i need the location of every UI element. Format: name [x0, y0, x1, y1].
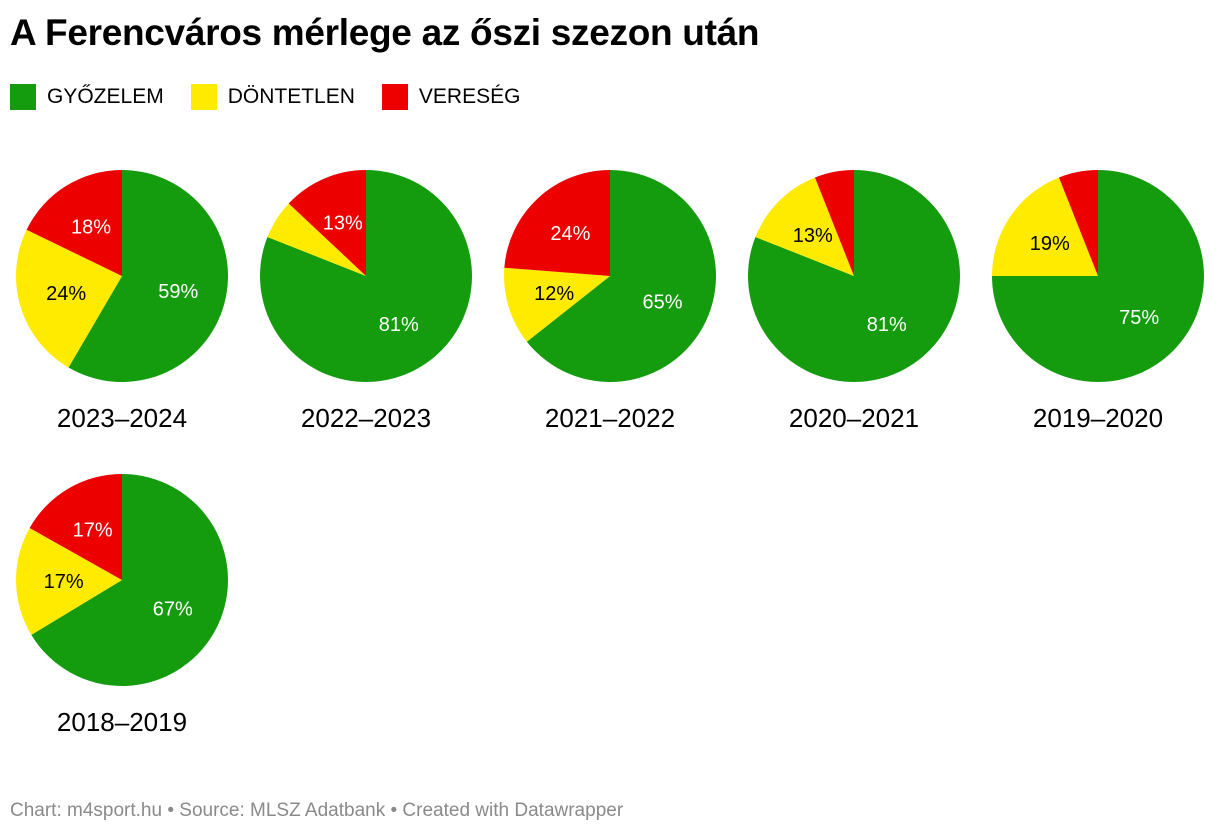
season-label: 2022–2023 [301, 403, 431, 433]
pie-slice-loss [26, 170, 123, 276]
pie-slice-win [526, 170, 716, 382]
pie-slice-loss [1058, 170, 1098, 276]
pie-slice-draw [16, 527, 122, 635]
legend-label-draw: DÖNTETLEN [227, 85, 355, 108]
legend-item-win: GYŐZELEM [10, 84, 164, 110]
pie-2021–2022: 65% 12% 24% 2021–2022 [503, 170, 716, 433]
slice-label-win: 67% [153, 599, 193, 621]
slice-label-draw: 24% [46, 283, 86, 305]
legend: GYŐZELEM DÖNTETLEN VERESÉG [10, 82, 547, 112]
slice-label-loss: 17% [73, 520, 113, 542]
pie-slice-draw [267, 203, 366, 276]
legend-label-win: GYŐZELEM [47, 85, 164, 108]
legend-swatch-draw [190, 84, 217, 110]
pie-slice-draw [992, 177, 1098, 276]
pie-2023–2024: 59% 24% 18% 2023–2024 [16, 170, 228, 433]
pie-2018–2019: 67% 17% 17% 2018–2019 [16, 474, 229, 737]
season-label: 2023–2024 [57, 403, 187, 433]
legend-item-loss: VERESÉG [381, 84, 521, 110]
slice-label-loss: 13% [323, 213, 363, 235]
season-label: 2020–2021 [789, 403, 919, 433]
chart-title: A Ferencváros mérlege az őszi szezon utá… [10, 12, 760, 53]
slice-label-win: 59% [158, 281, 198, 303]
slice-label-win: 75% [1119, 307, 1159, 329]
pie-slice-win [259, 170, 472, 383]
pie-slice-loss [29, 474, 122, 580]
pie-2019–2020: 75% 19% 2019–2020 [992, 170, 1204, 433]
slice-label-loss: 24% [550, 223, 590, 245]
pie-slice-win [747, 170, 960, 383]
slice-label-win: 81% [379, 314, 419, 336]
slice-label-loss: 18% [71, 217, 111, 239]
slice-label-draw: 17% [44, 571, 84, 593]
pie-charts-grid: 59% 24% 18% 2023–2024 81% 13% 2022–2023 65% 12% 2… [16, 170, 1204, 737]
pie-slice-loss [814, 170, 854, 276]
slice-label-win: 81% [867, 314, 907, 336]
footer-credit: Chart: m4sport.hu • Source: MLSZ Adatban… [10, 800, 624, 821]
slice-label-draw: 19% [1030, 233, 1070, 255]
season-label: 2021–2022 [545, 403, 675, 433]
season-label: 2019–2020 [1033, 403, 1163, 433]
legend-label-loss: VERESÉG [418, 85, 521, 108]
pie-2020–2021: 81% 13% 2020–2021 [747, 170, 960, 433]
pie-slice-draw [16, 229, 123, 368]
slice-label-draw: 12% [534, 283, 574, 305]
pie-slice-draw [755, 177, 854, 276]
pie-2022–2023: 81% 13% 2022–2023 [259, 170, 472, 433]
pie-slice-win [31, 474, 229, 687]
pie-slice-draw [503, 267, 610, 342]
slice-label-win: 65% [642, 291, 682, 313]
pie-slice-loss [288, 170, 366, 276]
slice-label-draw: 13% [793, 225, 833, 247]
legend-item-draw: DÖNTETLEN [190, 84, 355, 110]
legend-swatch-loss [381, 84, 408, 110]
legend-swatch-win [10, 84, 36, 110]
pie-slice-win [68, 170, 228, 382]
pie-slice-loss [504, 170, 610, 276]
season-label: 2018–2019 [57, 707, 187, 737]
